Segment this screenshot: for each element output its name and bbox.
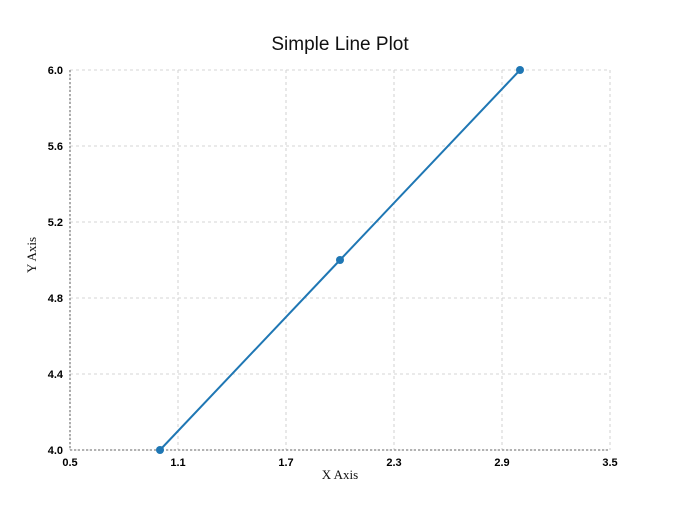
x-tick-label: 2.3 xyxy=(386,457,401,469)
y-tick-label: 4.8 xyxy=(48,293,63,305)
x-tick-label: 3.5 xyxy=(602,457,617,469)
y-tick-label: 5.6 xyxy=(48,141,63,153)
data-point xyxy=(156,446,164,454)
x-tick-label: 1.1 xyxy=(170,457,185,469)
y-tick-label: 5.2 xyxy=(48,217,63,229)
y-axis-label: Y Axis xyxy=(24,237,39,273)
x-axis-label: X Axis xyxy=(322,467,358,482)
chart-title: Simple Line Plot xyxy=(271,34,409,55)
x-tick-label: 0.5 xyxy=(62,457,77,469)
data-point xyxy=(516,66,524,74)
y-tick-label: 6.0 xyxy=(48,65,63,77)
y-tick-labels: 4.0 4.4 4.8 5.2 5.6 6.0 xyxy=(48,65,64,457)
x-tick-labels: 0.5 1.1 1.7 2.3 2.9 3.5 xyxy=(62,457,617,469)
data-point xyxy=(336,256,344,264)
y-tick-label: 4.0 xyxy=(48,445,63,457)
x-tick-label: 2.9 xyxy=(494,457,509,469)
series xyxy=(156,66,524,454)
x-tick-label: 1.7 xyxy=(278,457,293,469)
y-tick-label: 4.4 xyxy=(48,369,64,381)
